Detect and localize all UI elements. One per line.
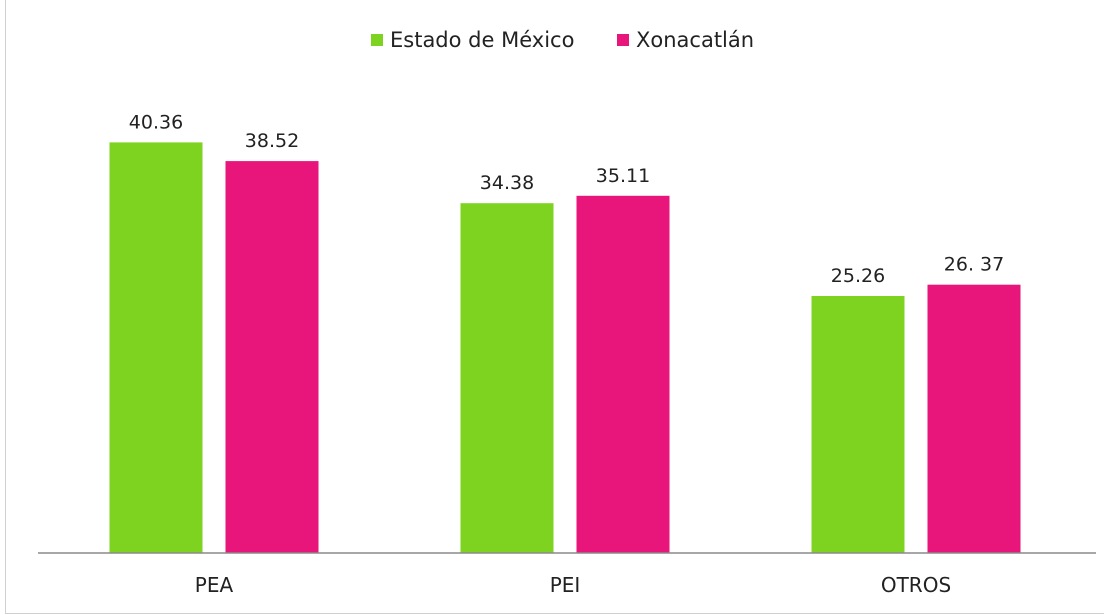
legend-swatch-xonacatlan xyxy=(617,34,629,46)
bar-pei-estado-de-mexico xyxy=(460,203,554,553)
legend: Estado de México Xonacatlán xyxy=(371,28,754,52)
bar-otros-xonacatlan xyxy=(927,284,1021,553)
value-label-otros-estado-de-mexico: 25.26 xyxy=(831,265,885,287)
value-labels-group: 40.36 38.52 34.38 35.11 25.26 26. 37 xyxy=(129,111,1004,287)
bars-group xyxy=(109,142,1021,554)
legend-swatch-estado-de-mexico xyxy=(371,34,383,46)
value-label-pei-estado-de-mexico: 34.38 xyxy=(480,172,534,194)
category-label-pea: PEA xyxy=(195,573,234,597)
value-label-pea-xonacatlan: 38.52 xyxy=(245,130,299,152)
bar-pea-estado-de-mexico xyxy=(109,142,203,553)
bar-pei-xonacatlan xyxy=(576,195,670,554)
category-label-otros: OTROS xyxy=(881,573,951,597)
category-labels-group: PEA PEI OTROS xyxy=(195,573,951,597)
value-label-otros-xonacatlan: 26. 37 xyxy=(944,254,1004,276)
value-label-pei-xonacatlan: 35.11 xyxy=(596,165,650,187)
legend-label-estado-de-mexico: Estado de México xyxy=(390,28,574,52)
bar-pea-xonacatlan xyxy=(225,161,319,553)
category-label-pei: PEI xyxy=(550,573,581,597)
value-label-pea-estado-de-mexico: 40.36 xyxy=(129,111,183,133)
bar-otros-estado-de-mexico xyxy=(811,296,905,553)
legend-label-xonacatlan: Xonacatlán xyxy=(636,28,754,52)
chart-frame xyxy=(5,0,1104,614)
